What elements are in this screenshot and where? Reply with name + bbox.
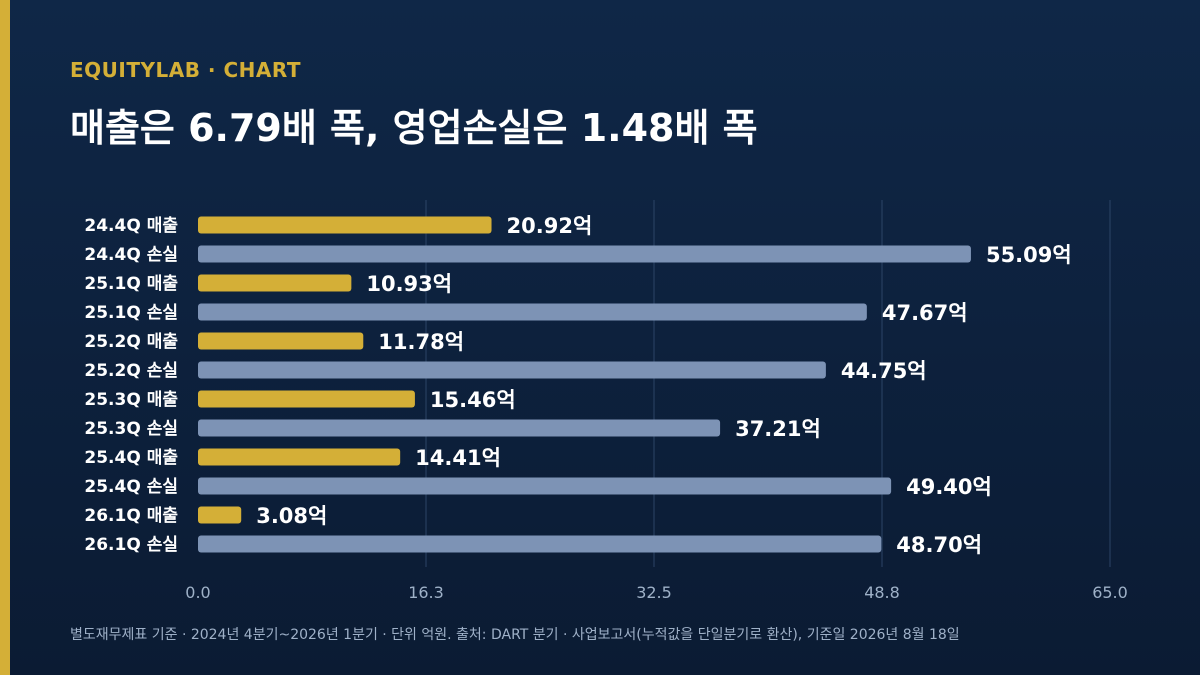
data-label: 14.41억 <box>415 446 501 470</box>
category-label: 24.4Q 매출 <box>84 216 178 236</box>
data-label: 47.67억 <box>882 301 968 325</box>
chart-title: 매출은 6.79배 폭, 영업손실은 1.48배 폭 <box>70 106 758 150</box>
data-label: 44.75억 <box>841 359 927 383</box>
data-label: 3.08억 <box>256 504 327 528</box>
data-label: 11.78억 <box>378 330 464 354</box>
bar <box>198 535 882 553</box>
bar <box>198 390 415 408</box>
data-label: 37.21억 <box>735 417 821 441</box>
data-label: 49.40억 <box>906 475 992 499</box>
bar <box>198 361 826 379</box>
category-label: 25.2Q 매출 <box>84 332 178 352</box>
bar <box>198 477 892 495</box>
category-label: 25.4Q 매출 <box>84 448 178 468</box>
category-label: 24.4Q 손실 <box>84 245 178 265</box>
category-label: 25.1Q 손실 <box>84 303 178 323</box>
x-tick-label: 32.5 <box>636 583 672 602</box>
bar <box>198 332 364 350</box>
x-tick-label: 16.3 <box>408 583 444 602</box>
footnote: 별도재무제표 기준 · 2024년 4분기~2026년 1분기 · 단위 억원.… <box>70 627 960 643</box>
accent-bar <box>0 0 10 675</box>
category-label: 25.4Q 손실 <box>84 477 178 497</box>
bar <box>198 245 971 263</box>
data-label: 10.93억 <box>366 272 452 296</box>
brand-label: EQUITYLAB · CHART <box>70 58 301 82</box>
category-label: 25.3Q 손실 <box>84 419 178 439</box>
bar <box>198 216 492 234</box>
category-label: 25.1Q 매출 <box>84 274 178 294</box>
data-label: 20.92억 <box>507 214 593 238</box>
category-label: 25.2Q 손실 <box>84 361 178 381</box>
bar <box>198 274 352 292</box>
category-label: 25.3Q 매출 <box>84 390 178 410</box>
bar <box>198 506 242 524</box>
bar <box>198 448 401 466</box>
data-label: 55.09억 <box>986 243 1072 267</box>
category-label: 26.1Q 매출 <box>84 506 178 526</box>
category-label: 26.1Q 손실 <box>84 535 178 555</box>
bar <box>198 303 867 321</box>
data-label: 15.46억 <box>430 388 516 412</box>
x-tick-label: 65.0 <box>1092 583 1128 602</box>
x-tick-label: 48.8 <box>864 583 900 602</box>
x-tick-label: 0.0 <box>185 583 210 602</box>
bar <box>198 419 721 437</box>
data-label: 48.70억 <box>896 533 982 557</box>
